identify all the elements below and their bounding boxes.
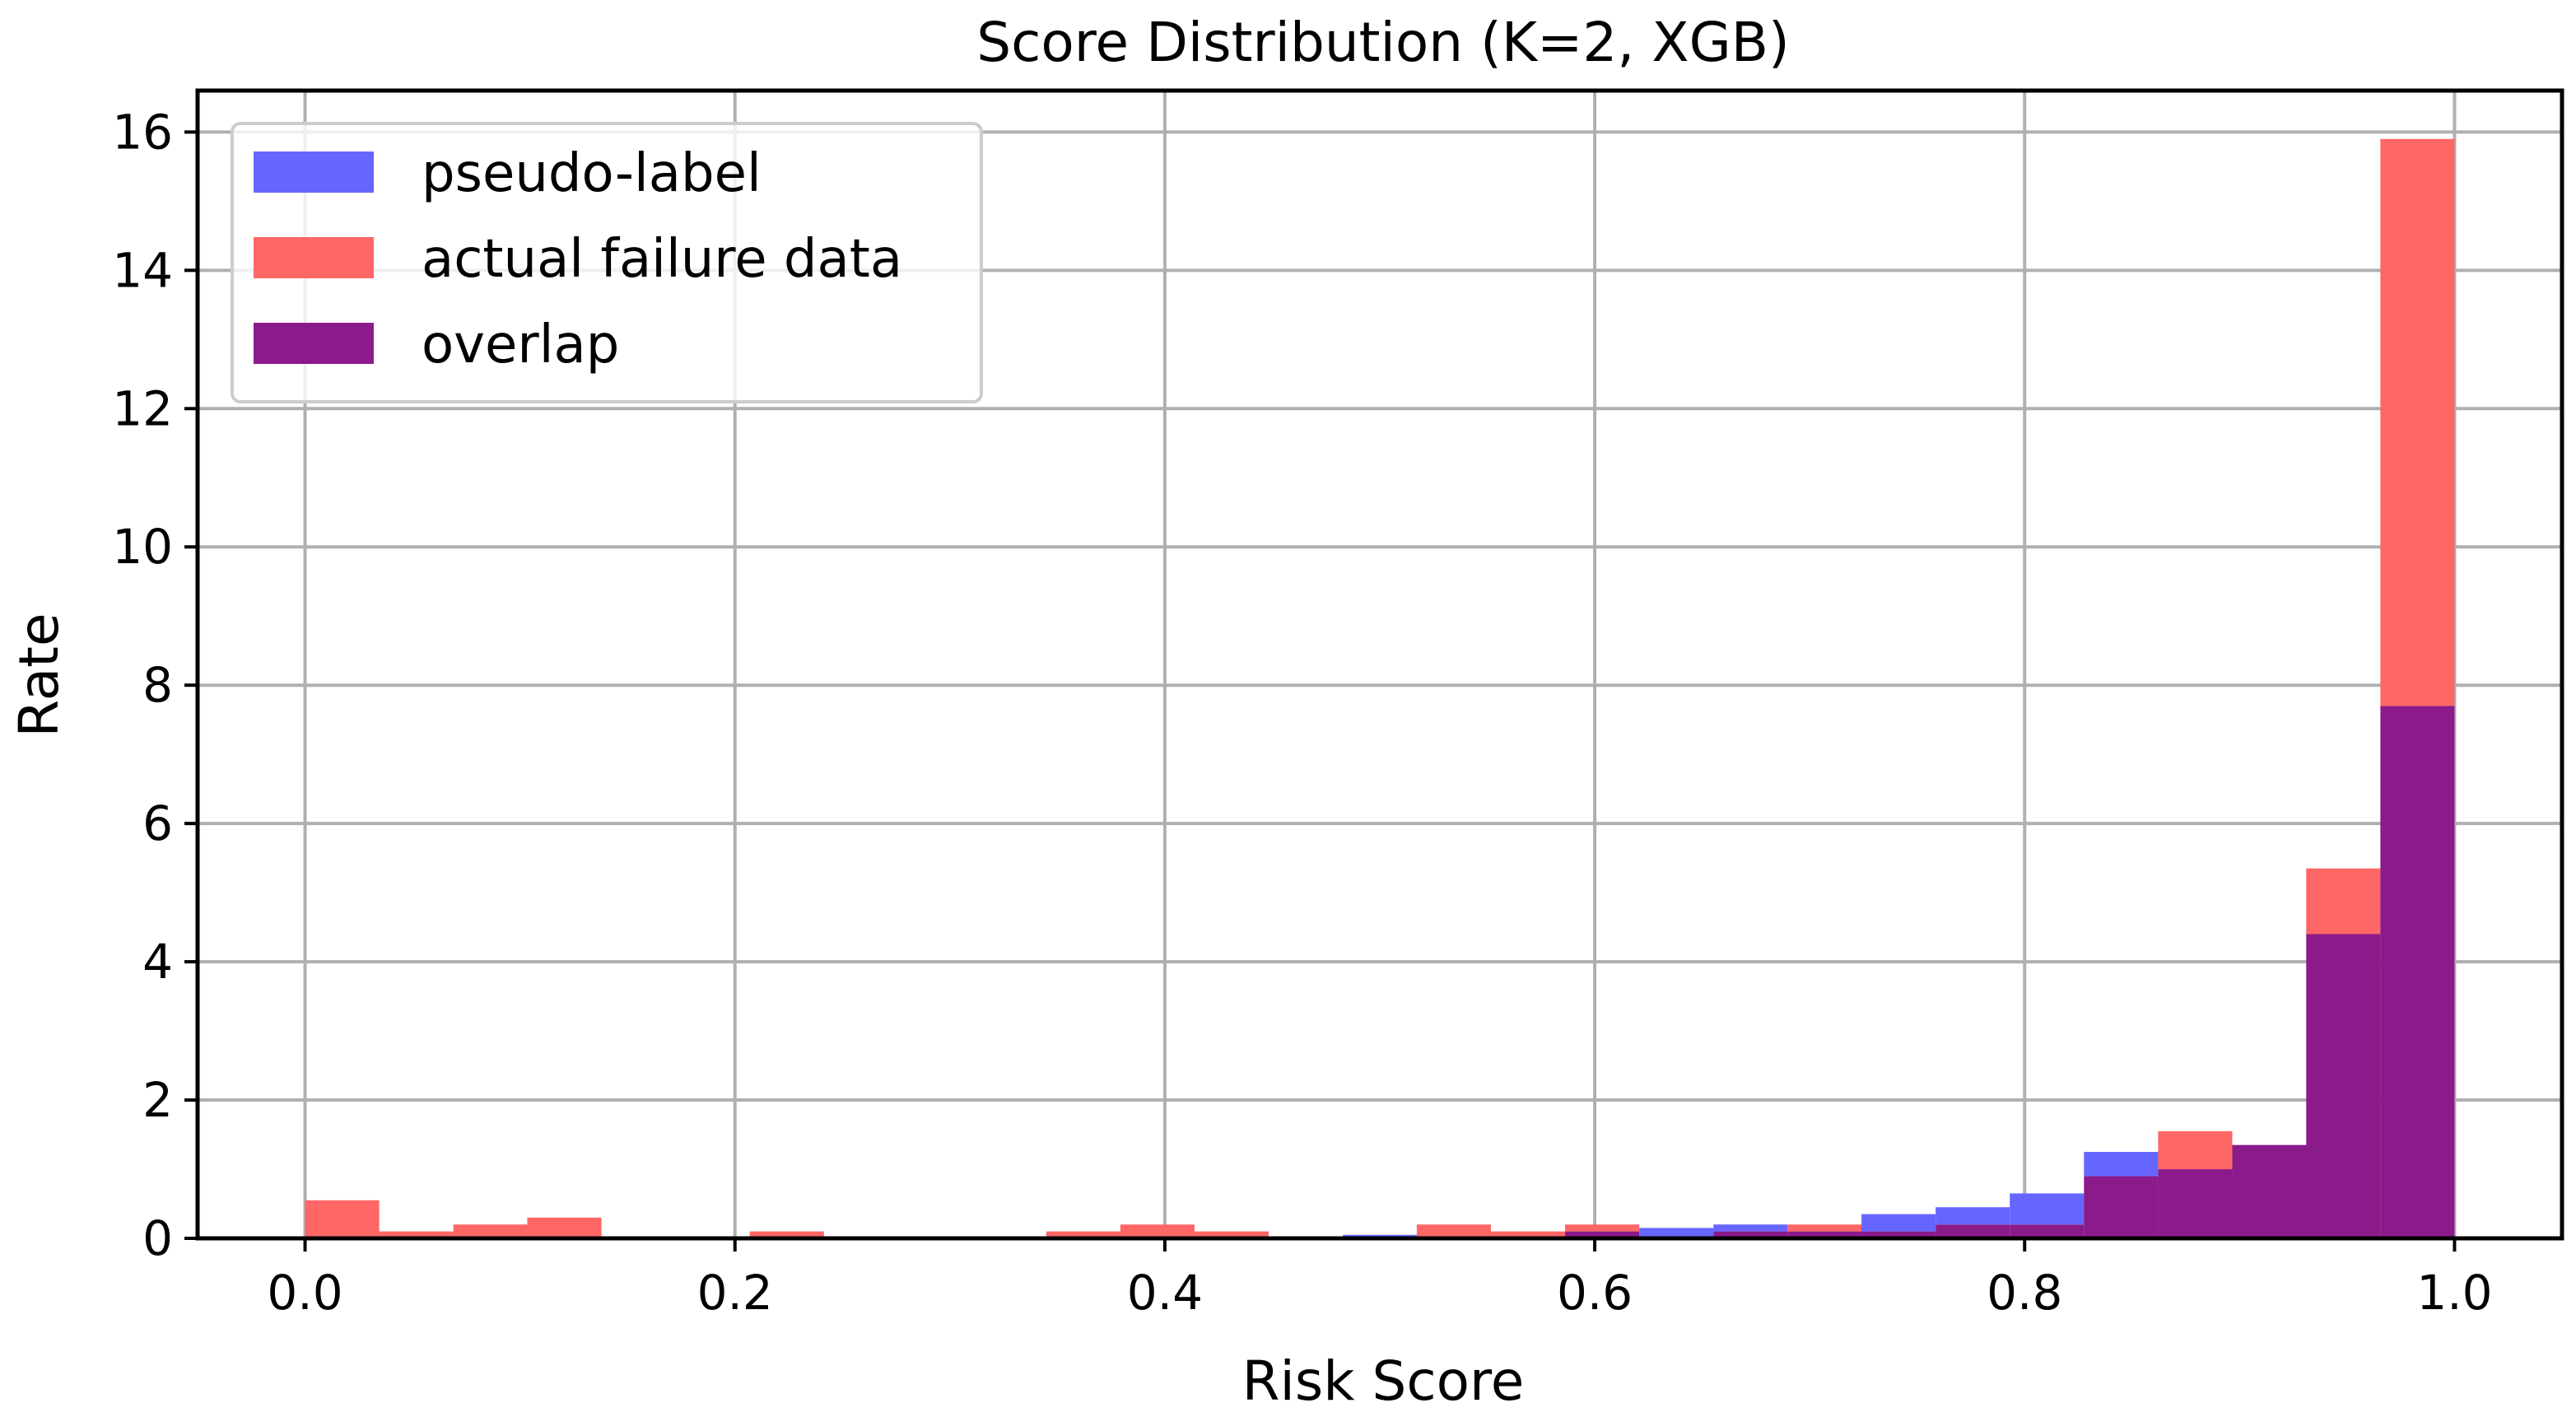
y-tick-label-6: 12 — [112, 380, 173, 436]
legend: pseudo-label actual failure data overlap — [231, 122, 983, 403]
x-tick-label-2: 0.4 — [1127, 1265, 1203, 1321]
y-tick-label-1: 2 — [142, 1072, 173, 1128]
plot-frame — [195, 88, 2564, 1241]
x-tick-label-3: 0.6 — [1557, 1265, 1633, 1321]
pseudo-label-bar-21 — [1861, 1214, 1936, 1232]
legend-swatch-2 — [254, 323, 374, 364]
legend-swatch-1 — [254, 237, 374, 278]
overlap-bar-17 — [1565, 1231, 1640, 1238]
legend-box — [231, 122, 983, 403]
overlap-bar-26 — [2232, 1144, 2307, 1238]
legend-label-2: overlap — [422, 315, 619, 375]
actual-failure-bar-25 — [2158, 1130, 2233, 1170]
actual-failure-bar-17 — [1565, 1224, 1640, 1232]
y-tick-label-3: 6 — [142, 795, 173, 851]
y-tick-label-8: 16 — [112, 104, 173, 160]
legend-swatch-0 — [254, 151, 374, 193]
legend-label-0: pseudo-label — [422, 143, 762, 204]
actual-failure-bar-28 — [2380, 138, 2455, 706]
pseudo-label-bar-22 — [1935, 1207, 2010, 1225]
y-tick-label-4: 8 — [142, 657, 173, 713]
actual-failure-bar-1 — [379, 1231, 454, 1238]
y-tick-label-0: 0 — [142, 1210, 173, 1266]
actual-failure-bar-16 — [1490, 1231, 1566, 1238]
pseudo-label-bar-23 — [2010, 1193, 2085, 1225]
x-tick-label-0: 0.0 — [267, 1265, 342, 1321]
overlap-bar-23 — [2010, 1224, 2085, 1238]
actual-failure-bar-12 — [1194, 1231, 1269, 1238]
y-tick-label-2: 4 — [142, 934, 173, 990]
overlap-bar-21 — [1861, 1231, 1936, 1238]
y-tick-label-7: 14 — [112, 242, 173, 298]
x-axis-label: Risk Score — [1242, 1349, 1525, 1413]
actual-failure-bar-0 — [305, 1200, 380, 1238]
actual-failure-bar-3 — [527, 1217, 602, 1238]
actual-failure-bar-10 — [1046, 1231, 1120, 1238]
x-tick-label-1: 0.2 — [697, 1265, 773, 1321]
overlap-bar-25 — [2158, 1169, 2233, 1238]
y-tick-label-5: 10 — [112, 519, 173, 575]
actual-failure-bar-20 — [1787, 1224, 1862, 1232]
actual-failure-bar-27 — [2306, 868, 2381, 935]
legend-label-1: actual failure data — [422, 229, 902, 290]
chart-title: Score Distribution (K=2, XGB) — [976, 11, 1790, 74]
actual-failure-bar-6 — [749, 1231, 824, 1238]
histogram-bars — [305, 138, 2455, 1238]
x-tick-label-5: 1.0 — [2416, 1265, 2492, 1321]
overlap-bar-20 — [1787, 1231, 1862, 1238]
x-axis-ticks: 0.0 0.2 0.4 0.6 0.8 1.0 — [267, 1238, 2493, 1321]
actual-failure-bar-15 — [1416, 1224, 1491, 1238]
overlap-bar-28 — [2380, 706, 2455, 1238]
pseudo-label-bar-19 — [1713, 1224, 1788, 1232]
overlap-bar-27 — [2306, 934, 2381, 1238]
y-axis-label: Rate — [7, 613, 71, 737]
pseudo-label-bar-24 — [2084, 1152, 2159, 1177]
actual-failure-bar-11 — [1120, 1224, 1195, 1238]
overlap-bar-19 — [1713, 1231, 1788, 1238]
x-tick-label-4: 0.8 — [1987, 1265, 2062, 1321]
y-axis-ticks: 0 2 4 6 8 10 12 14 16 — [112, 104, 198, 1266]
overlap-bar-22 — [1935, 1224, 2010, 1238]
overlap-bar-24 — [2084, 1176, 2159, 1238]
actual-failure-bar-2 — [453, 1224, 528, 1238]
pseudo-label-bar-18 — [1639, 1228, 1714, 1238]
